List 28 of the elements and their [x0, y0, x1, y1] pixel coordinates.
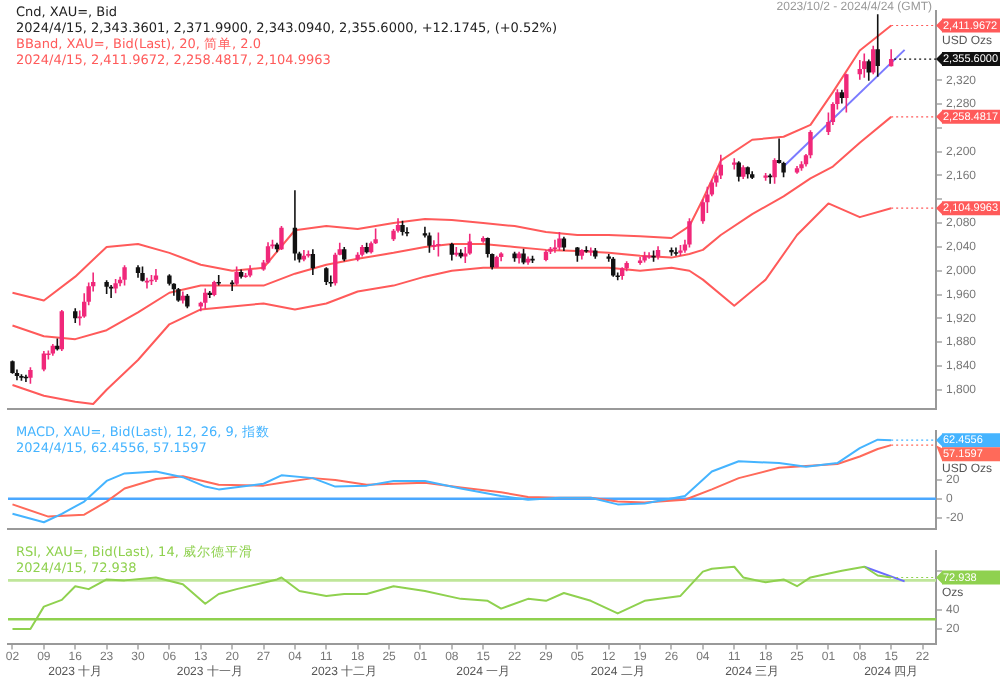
candlestick [871, 44, 876, 76]
candlestick [279, 225, 284, 251]
candlestick [732, 157, 737, 171]
candlestick [41, 350, 47, 373]
candlestick [588, 246, 593, 257]
candlestick [234, 265, 239, 287]
candlestick [808, 129, 813, 160]
candlestick [772, 157, 777, 185]
candlestick [767, 172, 773, 185]
candlestick [328, 274, 333, 288]
candlestick [59, 309, 64, 352]
candlestick [736, 160, 741, 183]
candlestick [862, 52, 867, 79]
candlestick [216, 274, 221, 287]
candlestick [108, 284, 114, 299]
candlestick [427, 231, 432, 254]
candlestick [687, 217, 692, 249]
candlestick [844, 72, 849, 114]
candlestick [673, 246, 679, 257]
candlestick [122, 264, 127, 287]
candlestick [552, 238, 558, 254]
candlestick [431, 239, 437, 251]
candlestick [557, 231, 562, 252]
candlestick [404, 226, 410, 237]
candlestick [875, 13, 880, 78]
candlestick [866, 58, 871, 82]
candlestick [265, 241, 271, 265]
candlestick [436, 231, 441, 258]
